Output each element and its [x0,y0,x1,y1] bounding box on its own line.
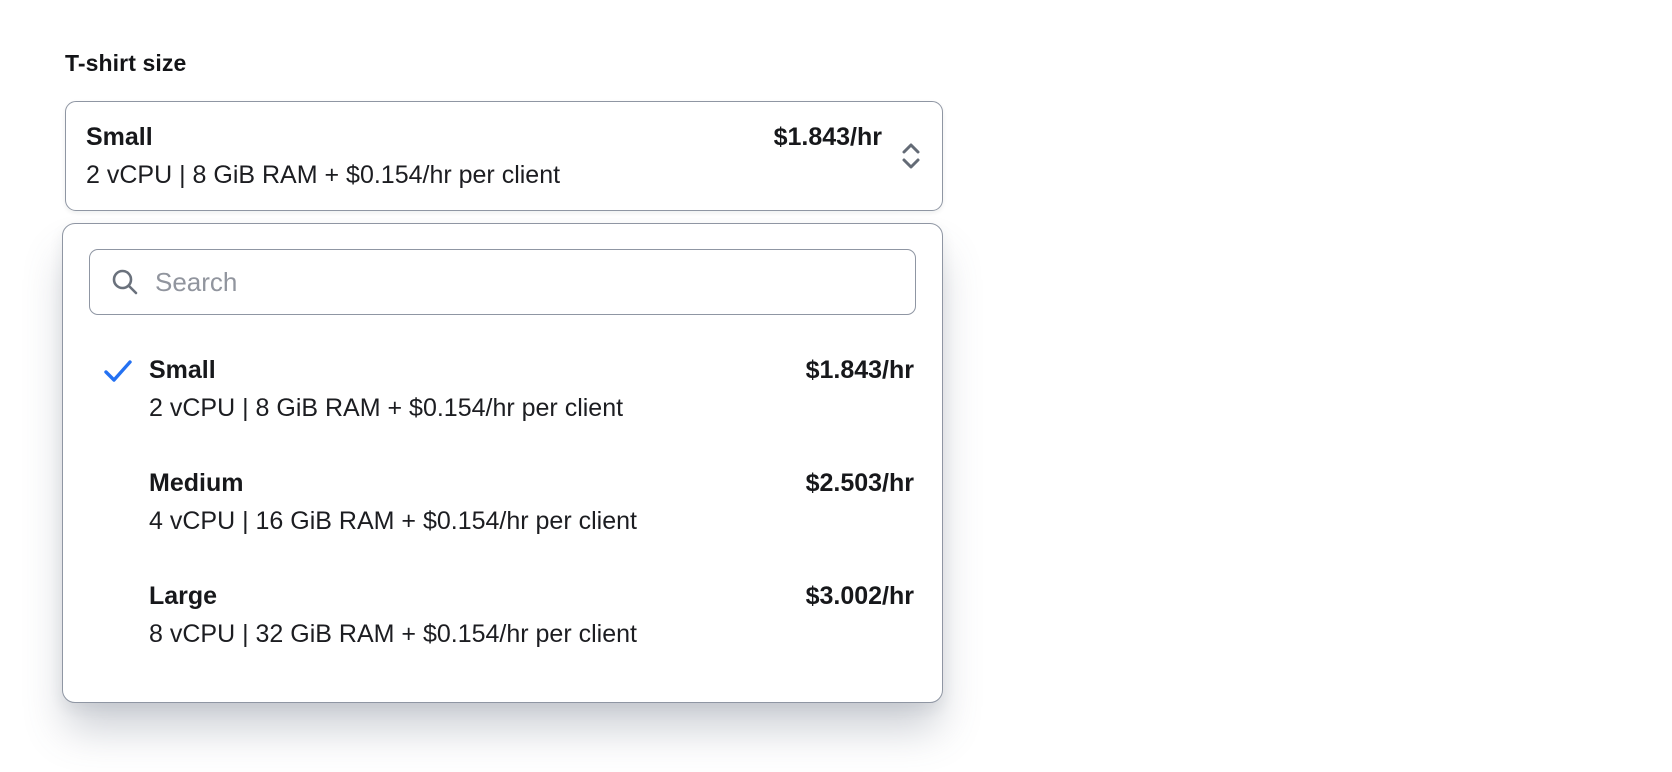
options-list: Small $1.843/hr 2 vCPU | 8 GiB RAM + $0.… [89,327,916,666]
option-name: Medium [149,469,244,497]
page: T-shirt size Small $1.843/hr 2 vCPU | 8 … [62,50,943,703]
option-name: Small [149,356,216,384]
option-name: Large [149,582,218,610]
selected-option-price: $1.843/hr [773,123,882,151]
option-price: $1.843/hr [805,356,914,384]
selected-option-name: Small [86,123,153,151]
option-description: 2 vCPU | 8 GiB RAM + $0.154/hr per clien… [149,394,624,422]
chevron-up-down-icon [898,136,924,176]
option-small[interactable]: Small $1.843/hr 2 vCPU | 8 GiB RAM + $0.… [89,327,916,440]
search-input[interactable] [155,266,895,298]
option-price: $2.503/hr [805,469,914,497]
option-description: 8 vCPU | 32 GiB RAM + $0.154/hr per clie… [149,620,637,648]
selected-option-description: 2 vCPU | 8 GiB RAM + $0.154/hr per clien… [86,161,561,189]
tshirt-size-dropdown-panel: Small $1.843/hr 2 vCPU | 8 GiB RAM + $0.… [62,223,943,703]
search-icon [112,269,138,295]
option-price: $3.002/hr [805,582,914,610]
option-description: 4 vCPU | 16 GiB RAM + $0.154/hr per clie… [149,507,637,535]
field-label: T-shirt size [65,50,187,76]
option-medium[interactable]: Medium $2.503/hr 4 vCPU | 16 GiB RAM + $… [89,440,916,553]
check-icon [104,360,132,382]
tshirt-size-select-trigger[interactable]: Small $1.843/hr 2 vCPU | 8 GiB RAM + $0.… [65,101,943,211]
search-box[interactable] [89,249,916,315]
option-large[interactable]: Large $3.002/hr 8 vCPU | 32 GiB RAM + $0… [89,553,916,666]
